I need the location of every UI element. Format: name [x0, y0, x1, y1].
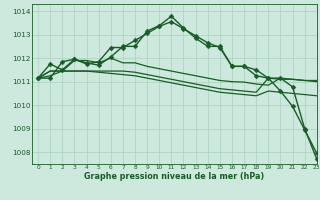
- X-axis label: Graphe pression niveau de la mer (hPa): Graphe pression niveau de la mer (hPa): [84, 172, 265, 181]
